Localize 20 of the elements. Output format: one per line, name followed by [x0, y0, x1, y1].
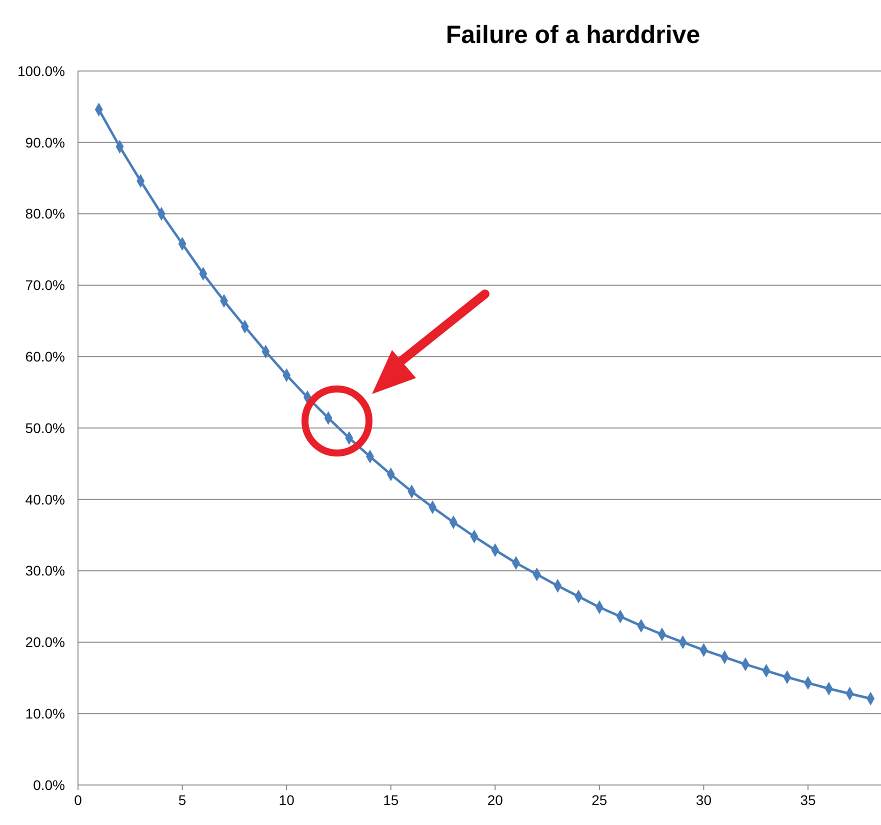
x-tick-label: 25: [592, 792, 608, 808]
y-tick-label: 50.0%: [25, 420, 65, 436]
y-tick-label: 10.0%: [25, 706, 65, 722]
x-tick-label: 20: [487, 792, 504, 808]
x-tick-label: 5: [178, 792, 186, 808]
y-tick-label: 30.0%: [25, 562, 65, 579]
x-tick-label: 10: [278, 792, 295, 808]
y-tick-label: 80.0%: [25, 206, 65, 222]
x-tick-label: 15: [383, 792, 399, 808]
x-tick-label: 30: [696, 792, 712, 808]
x-tick-label: 35: [800, 792, 816, 808]
y-tick-label: 40.0%: [25, 491, 65, 508]
y-tick-label: 70.0%: [25, 277, 65, 294]
chart-title: Failure of a harddrive: [446, 21, 700, 49]
x-tick-label: 0: [74, 792, 82, 808]
y-tick-label: 90.0%: [25, 134, 65, 150]
y-tick-label: 0.0%: [33, 776, 65, 793]
y-tick-label: 60.0%: [25, 348, 65, 364]
y-tick-label: 20.0%: [25, 634, 65, 650]
y-tick-label: 100.0%: [18, 62, 65, 79]
